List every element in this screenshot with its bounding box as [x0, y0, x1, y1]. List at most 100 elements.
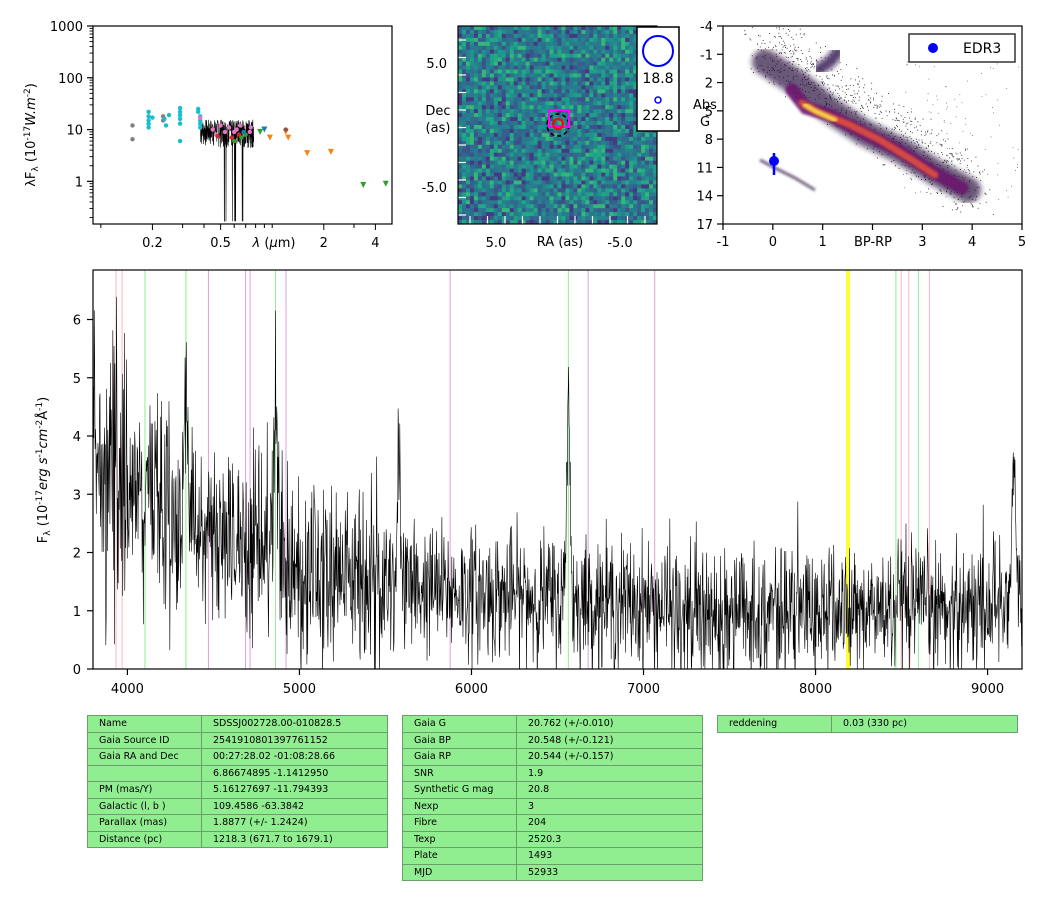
- cutout-pixel: [633, 105, 638, 110]
- cutout-pixel: [605, 140, 610, 146]
- cutout-pixel: [625, 65, 630, 70]
- cutout-pixel: [609, 65, 614, 70]
- cutout-pixel: [549, 152, 554, 158]
- cutout-pixel: [485, 160, 491, 165]
- hrd-star: [810, 57, 812, 59]
- cutout-pixel: [613, 152, 618, 158]
- cutout-pixel: [585, 53, 590, 59]
- cutout-pixel: [529, 105, 535, 110]
- cutout-pixel: [561, 196, 566, 201]
- hrd-star: [787, 34, 789, 36]
- hrd-star: [985, 194, 987, 195]
- cutout-pixel: [458, 29, 463, 35]
- cutout-pixel: [613, 180, 618, 185]
- info-table-right: reddening 0.03 (330 pc): [717, 715, 1018, 733]
- cutout-pixel: [493, 128, 499, 134]
- cutout-pixel: [465, 65, 471, 70]
- cutout-pixel: [537, 69, 542, 74]
- cutout-pixel: [489, 152, 495, 158]
- cutout-pixel: [629, 208, 634, 213]
- cutout-pixel: [497, 85, 503, 90]
- cutout-pixel: [469, 196, 475, 201]
- cutout-pixel: [633, 109, 638, 114]
- cutout-pixel: [505, 176, 511, 181]
- cutout-pixel: [629, 204, 634, 209]
- hrd-star: [785, 47, 786, 48]
- hrd-star: [792, 55, 793, 57]
- cutout-pixel: [565, 26, 570, 31]
- cutout-pixel: [525, 77, 531, 82]
- cutout-pixel: [485, 168, 491, 173]
- spectrum-flux-line: [93, 296, 1022, 669]
- cutout-pixel: [461, 220, 467, 224]
- cutout-pixel: [589, 208, 594, 213]
- cutout-pixel: [597, 105, 602, 110]
- cutout-pixel: [517, 105, 523, 110]
- cutout-pixel: [577, 164, 582, 169]
- cutout-pixel: [489, 168, 495, 173]
- cutout-pixel: [501, 37, 507, 43]
- cutout-pixel: [581, 200, 586, 205]
- cutout-pixel: [549, 45, 554, 51]
- cutout-pixel: [577, 105, 582, 110]
- hrd-star: [870, 102, 871, 104]
- hrd-density: [744, 26, 1020, 215]
- hrd-ytick-label: 5: [705, 105, 713, 120]
- cutout-pixel: [541, 132, 546, 138]
- hrd-star: [924, 134, 926, 136]
- cutout-pixel: [593, 136, 598, 142]
- cutout-pixel: [577, 45, 582, 51]
- cutout-pixel: [493, 160, 499, 165]
- cutout-pixel: [609, 81, 614, 86]
- cutout-pixel: [521, 61, 527, 66]
- cutout-pixel: [461, 172, 467, 177]
- hrd-star: [946, 102, 947, 104]
- cutout-pixel: [601, 136, 606, 142]
- cutout-pixel: [553, 168, 558, 173]
- cutout-pixel: [461, 77, 467, 82]
- cutout-pixel: [553, 61, 558, 66]
- cutout-pixel: [465, 148, 471, 154]
- hrd-star: [868, 95, 870, 97]
- cutout-pixel: [557, 176, 562, 181]
- cutout-pixel: [577, 148, 582, 154]
- cutout-pixel: [537, 200, 542, 205]
- cutout-pixel: [481, 53, 487, 59]
- hrd-star: [897, 112, 899, 114]
- cutout-pixel: [469, 176, 475, 181]
- cutout-pixel: [497, 144, 503, 150]
- hrd-star: [941, 144, 943, 145]
- cutout-pixel: [609, 140, 614, 146]
- cutout-pixel: [593, 200, 598, 205]
- cutout-pixel: [505, 188, 511, 193]
- cutout-pixel: [525, 69, 531, 74]
- cutout-pixel: [601, 109, 606, 114]
- cutout-pixel: [545, 144, 550, 150]
- cutout-pixel: [549, 97, 554, 102]
- hrd-star: [951, 153, 953, 155]
- cutout-pixel: [473, 136, 479, 142]
- cutout-pixel: [601, 220, 606, 224]
- cutout-pixel: [633, 29, 638, 35]
- cutout-pixel: [477, 125, 483, 130]
- hrd-star: [896, 125, 898, 126]
- cutout-pixel: [537, 121, 542, 126]
- cutout-pixel: [461, 45, 467, 51]
- cutout-pixel: [497, 29, 503, 35]
- sed-point: [237, 123, 243, 128]
- cutout-pixel: [553, 216, 558, 221]
- cutout-pixel: [521, 160, 527, 165]
- cutout-pixel: [653, 132, 657, 138]
- cutout-pixel: [493, 168, 499, 173]
- cutout-pixel: [545, 89, 550, 94]
- cutout-pixel: [533, 128, 538, 134]
- cutout-pixel: [577, 69, 582, 74]
- cutout-pixel: [613, 81, 618, 86]
- cutout-pixel: [477, 121, 483, 126]
- cutout-pixel: [473, 140, 479, 146]
- cutout-pixel: [593, 220, 598, 224]
- cutout-pixel: [569, 220, 574, 224]
- cutout-pixel: [585, 220, 590, 224]
- hrd-star: [934, 152, 935, 154]
- cutout-pixel: [625, 109, 630, 114]
